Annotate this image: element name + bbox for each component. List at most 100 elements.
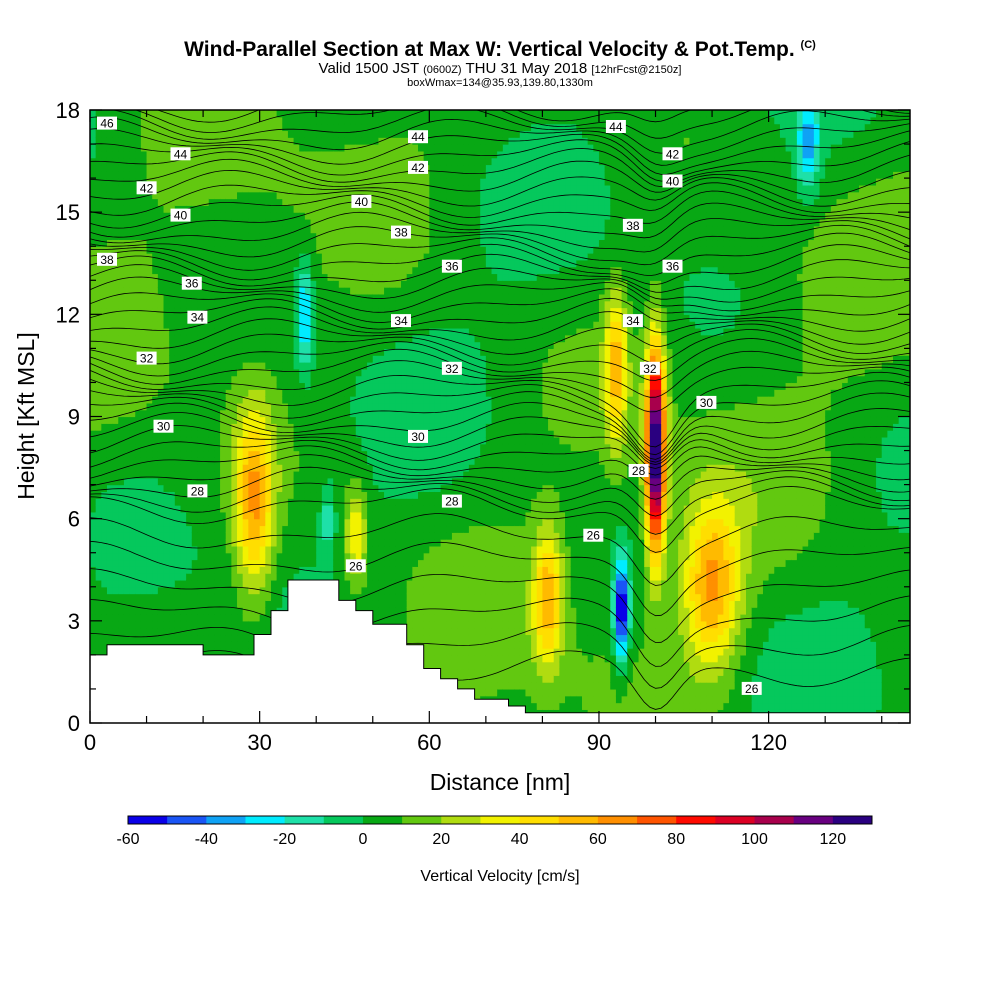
velocity-cell — [191, 212, 199, 220]
velocity-cell — [299, 321, 306, 329]
velocity-cell — [248, 368, 255, 377]
velocity-cell — [152, 321, 159, 329]
velocity-cell — [389, 443, 396, 452]
velocity-cell — [180, 300, 187, 309]
velocity-cell — [395, 198, 402, 206]
velocity-cell — [304, 396, 312, 404]
velocity-cell — [106, 614, 114, 622]
velocity-cell — [355, 110, 363, 118]
velocity-cell — [237, 545, 244, 554]
velocity-cell — [310, 389, 317, 397]
velocity-cell — [265, 273, 272, 281]
velocity-cell — [203, 539, 210, 547]
velocity-cell — [304, 409, 312, 418]
velocity-cell — [208, 362, 216, 370]
velocity-cell — [321, 518, 329, 527]
velocity-cell — [146, 327, 153, 336]
velocity-cell — [112, 300, 119, 309]
velocity-cell — [146, 150, 153, 159]
velocity-cell — [327, 505, 334, 513]
velocity-cell — [186, 130, 193, 138]
velocity-cell — [384, 280, 391, 288]
velocity-cell — [333, 484, 340, 493]
velocity-cell — [214, 232, 221, 241]
velocity-cell — [327, 150, 334, 159]
velocity-cell — [101, 362, 108, 370]
velocity-cell — [254, 545, 261, 554]
velocity-cell — [242, 641, 249, 649]
velocity-cell — [254, 579, 261, 588]
velocity-cell — [321, 375, 329, 384]
velocity-cell — [276, 470, 283, 479]
velocity-cell — [214, 586, 221, 595]
velocity-cell — [152, 150, 159, 159]
velocity-cell — [186, 198, 193, 206]
velocity-cell — [242, 402, 249, 411]
velocity-cell — [287, 525, 295, 533]
velocity-cell — [367, 525, 374, 533]
velocity-cell — [367, 423, 374, 431]
velocity-cell — [259, 566, 266, 574]
velocity-cell — [287, 293, 295, 302]
velocity-cell — [208, 144, 216, 152]
velocity-cell — [123, 511, 131, 520]
velocity-cell — [350, 402, 357, 411]
velocity-cell — [395, 498, 402, 506]
velocity-cell — [254, 464, 261, 472]
velocity-cell — [174, 225, 182, 234]
velocity-cell — [157, 334, 165, 343]
velocity-cell — [197, 566, 204, 574]
velocity-cell — [265, 368, 272, 377]
velocity-cell — [214, 266, 221, 275]
velocity-cell — [333, 491, 340, 499]
velocity-cell — [316, 375, 323, 384]
velocity-cell — [237, 409, 244, 418]
velocity-cell — [112, 423, 119, 431]
velocity-cell — [203, 423, 210, 431]
velocity-cell — [361, 505, 368, 513]
velocity-cell — [299, 191, 306, 200]
velocity-cell — [389, 409, 396, 418]
velocity-cell — [152, 443, 159, 452]
velocity-cell — [304, 566, 312, 574]
velocity-cell — [327, 314, 334, 322]
velocity-cell — [174, 368, 182, 377]
velocity-cell — [248, 191, 255, 200]
velocity-cell — [146, 620, 153, 629]
velocity-cell — [231, 307, 238, 315]
velocity-cell — [146, 450, 153, 458]
velocity-cell — [186, 532, 193, 540]
velocity-cell — [395, 266, 402, 275]
velocity-cell — [378, 396, 385, 404]
velocity-cell — [174, 239, 182, 247]
velocity-cell — [152, 246, 159, 254]
velocity-cell — [191, 157, 199, 166]
velocity-cell — [350, 239, 357, 247]
velocity-cell — [372, 157, 380, 166]
velocity-cell — [135, 157, 142, 166]
velocity-cell — [395, 184, 402, 193]
velocity-cell — [248, 116, 255, 125]
velocity-cell — [152, 123, 159, 132]
velocity-cell — [191, 470, 199, 479]
velocity-cell — [254, 225, 261, 234]
velocity-cell — [118, 232, 125, 241]
velocity-cell — [378, 579, 385, 588]
velocity-cell — [95, 491, 102, 499]
velocity-cell — [378, 566, 385, 574]
velocity-cell — [350, 539, 357, 547]
velocity-cell — [220, 314, 227, 322]
velocity-cell — [186, 246, 193, 254]
velocity-cell — [299, 491, 306, 499]
velocity-cell — [90, 634, 97, 642]
velocity-cell — [118, 205, 125, 213]
velocity-cell — [152, 137, 159, 145]
velocity-cell — [338, 511, 346, 520]
velocity-cell — [174, 607, 182, 615]
velocity-cell — [174, 396, 182, 404]
velocity-cell — [180, 402, 187, 411]
velocity-cell — [282, 191, 289, 200]
velocity-cell — [265, 239, 272, 247]
velocity-cell — [197, 144, 204, 152]
velocity-cell — [203, 464, 210, 472]
